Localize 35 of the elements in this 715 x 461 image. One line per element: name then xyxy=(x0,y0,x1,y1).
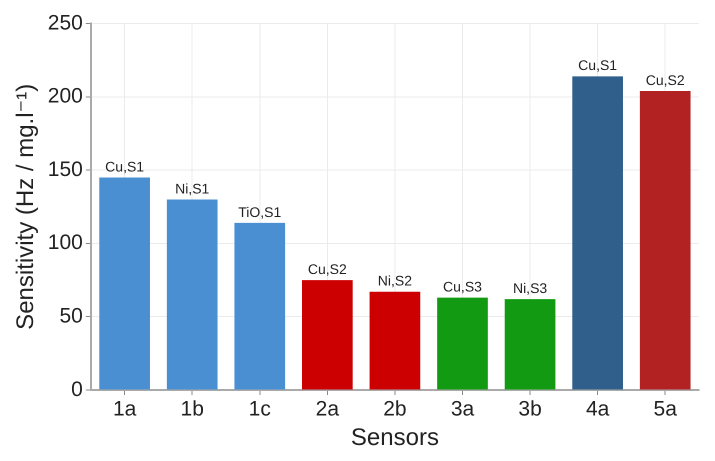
annotation: Ni,S3 xyxy=(512,280,548,296)
bar xyxy=(99,177,150,390)
x-tick-label: 2a xyxy=(316,397,340,420)
x-tick-label: 2b xyxy=(383,397,407,420)
annotation: Cu,S1 xyxy=(578,57,618,74)
annotation: Cu,S1 xyxy=(105,158,144,174)
x-tick-label: 3a xyxy=(450,397,474,420)
annotation: Cu,S2 xyxy=(646,72,685,88)
x-tick-label: 1a xyxy=(112,397,137,420)
y-tick-label: 0 xyxy=(71,378,83,401)
x-tick-label: 1b xyxy=(180,397,204,420)
y-tick-label: 200 xyxy=(48,84,83,108)
y-tick-label: 50 xyxy=(59,304,83,328)
bar xyxy=(370,292,420,390)
bar xyxy=(302,280,353,390)
bar xyxy=(640,91,691,390)
y-tick-label: 250 xyxy=(48,11,83,34)
x-tick-label: 5a xyxy=(654,397,678,420)
y-tick-label: 100 xyxy=(48,231,83,254)
x-axis-title: Sensors xyxy=(350,424,439,452)
y-tick-label: 150 xyxy=(48,158,83,181)
annotation: Cu,S3 xyxy=(443,278,482,295)
annotation: Ni,S2 xyxy=(378,272,412,289)
annotation: Ni,S1 xyxy=(175,180,210,196)
x-tick-label: 1c xyxy=(248,397,271,420)
bar xyxy=(234,222,286,390)
bar xyxy=(437,298,488,390)
annotation: Cu,S2 xyxy=(308,260,348,277)
bar xyxy=(166,199,218,390)
bar xyxy=(572,76,623,390)
annotation: TiO,S1 xyxy=(238,204,282,220)
x-tick-label: 4a xyxy=(586,397,610,420)
bar xyxy=(504,299,556,390)
y-axis-title: Sensitivity (Hz / mg.l⁻¹) xyxy=(12,84,40,330)
x-tick-label: 3b xyxy=(518,397,542,420)
